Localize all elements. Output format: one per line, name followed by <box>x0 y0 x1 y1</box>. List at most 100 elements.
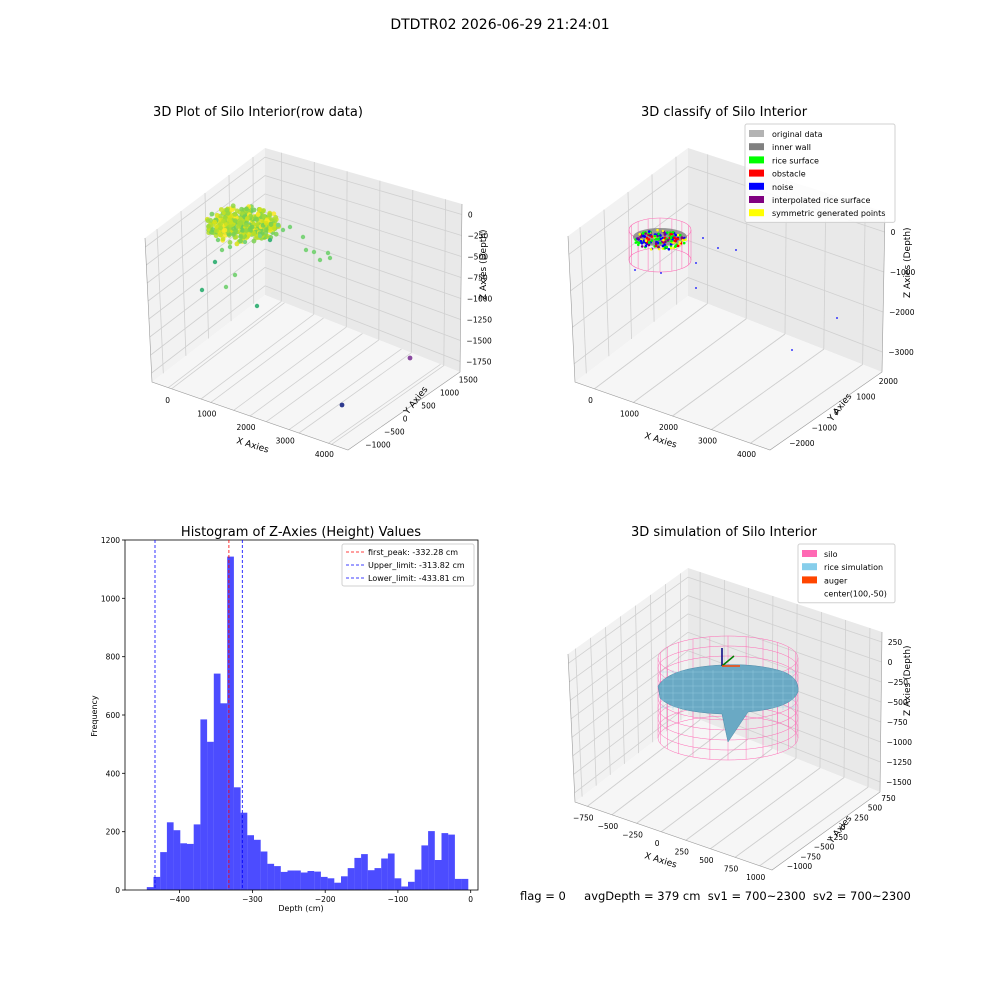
histogram-bar <box>314 871 321 890</box>
z-grid-line <box>569 595 882 683</box>
right-pane-grid-line <box>867 627 871 788</box>
x-tick-label: 3000 <box>276 437 295 446</box>
y-grid-line <box>266 339 380 423</box>
z-tick-label: −250 <box>468 232 489 241</box>
back-pane-left <box>568 148 688 382</box>
raw-point <box>215 237 221 243</box>
x-tick-label: 4000 <box>737 450 756 459</box>
figure-title: DTDTR02 2026-06-29 21:24:01 <box>390 17 610 33</box>
raw-point <box>221 218 226 224</box>
classified-point <box>666 238 670 242</box>
sv2-status: sv2 = 700~2300 <box>812 889 911 903</box>
y-tick-label: −1000 <box>365 441 391 450</box>
x-tick-label: 2000 <box>236 423 255 432</box>
left-pane-grid-line <box>156 228 164 374</box>
x-tick-label: −250 <box>622 830 643 839</box>
histogram-bar <box>254 839 261 890</box>
histogram-bar <box>207 741 214 890</box>
legend-label: auger <box>824 576 848 585</box>
classified-point <box>676 233 680 237</box>
z-grid-line <box>569 613 882 701</box>
z-grid-line <box>146 193 462 284</box>
noise-point <box>695 287 697 289</box>
classified-point <box>634 241 638 244</box>
y-tick-label: 800 <box>106 653 121 662</box>
raw-point <box>287 224 293 230</box>
histogram-bar <box>240 812 248 890</box>
raw-point <box>225 210 231 216</box>
legend-label: silo <box>824 550 838 559</box>
depth-histogram: Histogram of Z-Axies (Height) Values −40… <box>90 525 479 913</box>
raw-point <box>222 227 228 233</box>
raw-point <box>237 238 243 244</box>
left-pane-grid-line <box>204 192 209 339</box>
z-tick-label: 250 <box>888 638 903 647</box>
histogram-bar <box>421 845 429 890</box>
y-grid-line <box>672 333 786 417</box>
raw-point <box>214 224 219 229</box>
classified-point <box>649 248 653 251</box>
y-tick-label: 1500 <box>459 376 478 385</box>
y-tick-label: 1000 <box>440 389 459 398</box>
raw-point <box>339 402 345 408</box>
legend-label: rice surface <box>772 156 819 165</box>
histogram-bar <box>434 860 442 890</box>
raw-point <box>244 206 249 212</box>
raw-point <box>232 218 238 223</box>
y-tick-label: 2000 <box>879 377 898 386</box>
z-grid-line <box>145 156 463 248</box>
histogram-bar <box>280 871 288 890</box>
histogram-plot-area: −400 −300 −200 −100 0 0 200 400 600 800 1000 1200 fi… <box>101 536 479 904</box>
histogram-bar <box>414 869 422 890</box>
x-tick-label: 1000 <box>746 873 765 880</box>
raw-point <box>254 217 260 222</box>
z-tick-label: −750 <box>887 718 908 727</box>
x-tick-label: −300 <box>242 895 263 904</box>
x-tick-label: 4000 <box>315 450 334 459</box>
histogram-bar <box>334 882 341 890</box>
z-tick-label: −1500 <box>466 337 492 346</box>
z-tick-label: −1000 <box>467 295 493 304</box>
y-tick-label: 0 <box>834 408 839 417</box>
raw-point <box>212 219 218 225</box>
y-grid-line <box>734 777 845 858</box>
x-grid-line <box>249 333 363 417</box>
box-edge <box>567 211 886 451</box>
classify-3d-plot: 0 1000 2000 3000 4000 −2000 −1000 0 1000 2000 0 −10… <box>567 105 915 459</box>
classify-plot-title: 3D classify of Silo Interior <box>641 105 808 120</box>
right-pane-grid-line <box>819 611 822 768</box>
classified-point <box>647 230 651 233</box>
histogram-bar <box>213 673 221 890</box>
classified-point <box>644 232 647 235</box>
right-pane-grid-line <box>843 619 846 778</box>
histogram-bar <box>173 830 181 890</box>
legend-swatch <box>749 196 764 203</box>
raw-point <box>240 228 246 233</box>
y-tick-label: −500 <box>384 428 405 437</box>
x-tick-label: −500 <box>598 822 619 831</box>
y-grid-line <box>200 313 315 400</box>
raw-point <box>220 236 226 242</box>
classified-point <box>641 234 645 238</box>
histogram-title: Histogram of Z-Axies (Height) Values <box>181 525 421 540</box>
simulation-3d-surface <box>657 635 799 761</box>
classified-point <box>642 239 646 243</box>
legend-swatch <box>802 576 817 584</box>
classified-point <box>638 233 641 236</box>
histogram-bar <box>361 854 368 890</box>
raw-point <box>229 207 235 213</box>
x-tick-label: 2000 <box>659 423 678 432</box>
right-pane-grid-line <box>313 161 315 315</box>
classified-point <box>679 233 682 237</box>
y-tick-label: −250 <box>827 833 848 842</box>
raw-point <box>300 234 306 240</box>
y-grid-line <box>298 352 412 434</box>
legend-swatch <box>802 563 817 571</box>
z-grid-line <box>151 285 461 374</box>
raw-point <box>218 232 223 238</box>
right-pane-grid-line <box>862 205 866 365</box>
raw-point <box>209 211 215 217</box>
classified-point <box>669 235 673 239</box>
raw-point <box>311 249 317 255</box>
x-tick-label: −750 <box>573 813 594 822</box>
